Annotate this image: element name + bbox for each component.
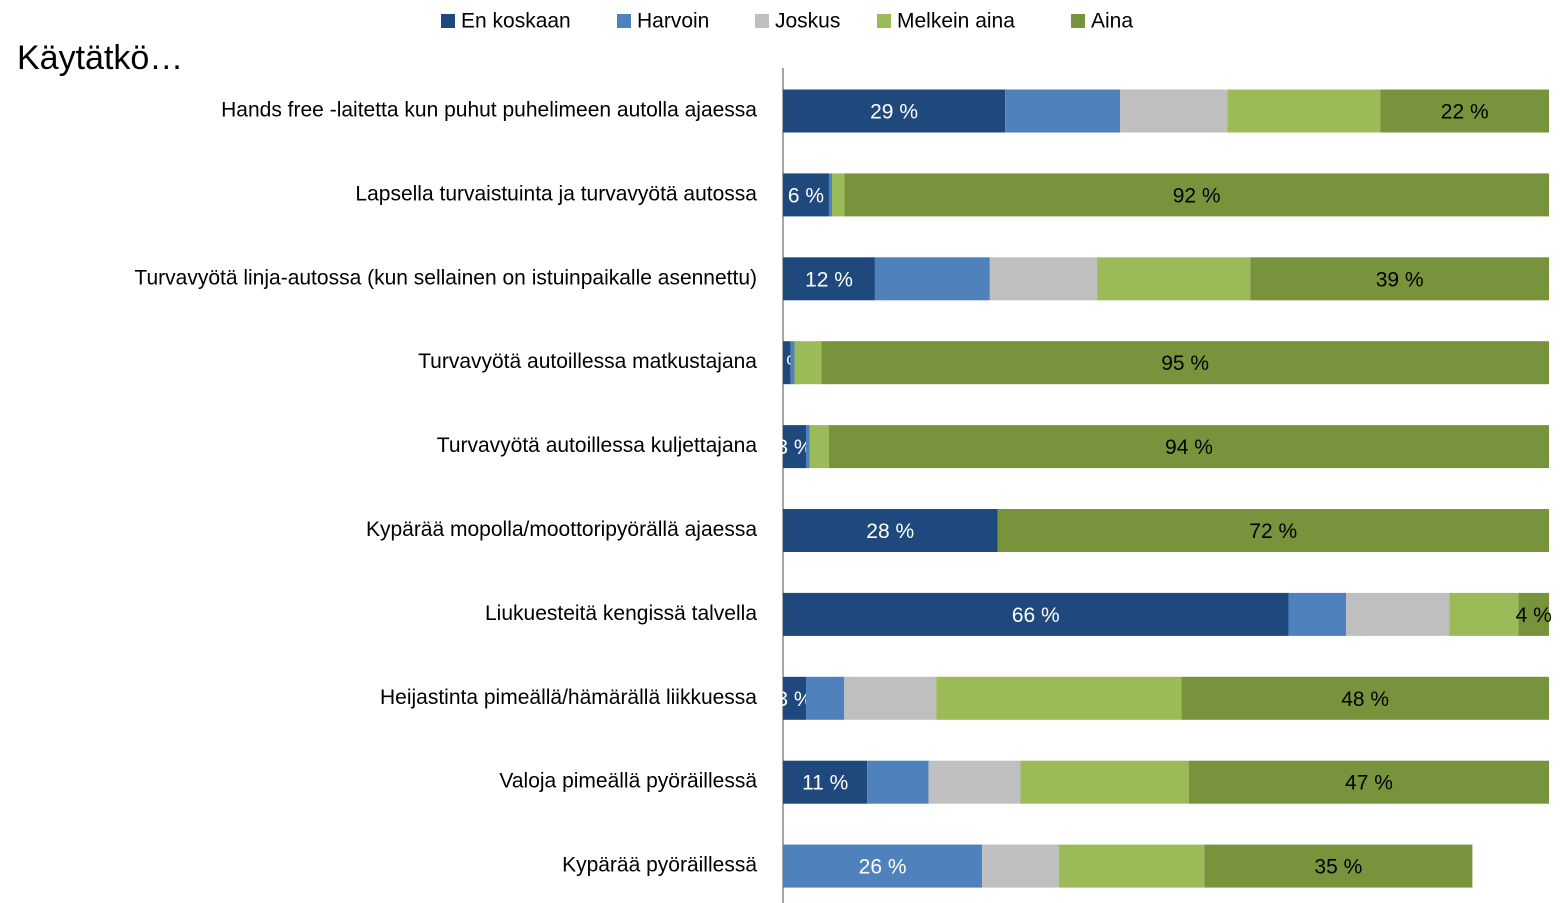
y-tick-label: Kypärää mopolla/moottoripyörällä ajaessa bbox=[366, 518, 757, 541]
bar-segment bbox=[989, 257, 1098, 301]
bar-segment bbox=[783, 592, 1289, 636]
bar-segment bbox=[783, 509, 998, 552]
legend-swatch bbox=[877, 14, 891, 28]
bar-segment bbox=[783, 425, 806, 469]
bar-segment bbox=[821, 341, 1549, 385]
bar-segment bbox=[1250, 257, 1549, 301]
legend-label: Harvoin bbox=[637, 10, 709, 33]
data-label: 35 % bbox=[1314, 856, 1362, 879]
bar-segment bbox=[1058, 844, 1205, 888]
data-label: 94 % bbox=[1165, 436, 1213, 459]
bar-segment bbox=[783, 173, 829, 217]
data-label: 28 % bbox=[866, 520, 914, 543]
bar-segment bbox=[783, 844, 983, 888]
bar-segment bbox=[1288, 592, 1347, 636]
bar-segment bbox=[867, 760, 929, 804]
bar-segment bbox=[928, 760, 1021, 804]
legend-swatch bbox=[617, 14, 631, 28]
chart-title: Käytätkö… bbox=[17, 39, 183, 77]
bar-segment bbox=[832, 173, 845, 217]
data-label: 29 % bbox=[870, 101, 918, 124]
legend-swatch bbox=[755, 14, 769, 28]
bar-segment bbox=[1449, 592, 1519, 636]
bar-segment bbox=[936, 676, 1182, 720]
data-label: 48 % bbox=[1341, 688, 1389, 711]
data-label: 66 % bbox=[1012, 604, 1060, 627]
bar-segment bbox=[1204, 844, 1473, 888]
bar-segment bbox=[783, 89, 1006, 133]
bar-segment bbox=[828, 425, 1549, 469]
bar-segment bbox=[1181, 676, 1549, 720]
legend-label: En koskaan bbox=[461, 10, 571, 33]
data-label: 6 % bbox=[788, 184, 824, 207]
y-tick-label: Turvavyötä linja-autossa (kun sellainen … bbox=[134, 266, 757, 289]
bar-segment bbox=[828, 173, 833, 217]
legend-label: Joskus bbox=[775, 10, 840, 33]
data-label: 3 % bbox=[776, 688, 812, 711]
y-tick-label: Liukuesteitä kengissä talvella bbox=[485, 602, 757, 625]
bar-segment bbox=[997, 509, 1549, 552]
bar-segment bbox=[1188, 760, 1549, 804]
data-label: 12 % bbox=[805, 268, 853, 291]
legend-swatch bbox=[441, 14, 455, 28]
bar-segment bbox=[783, 341, 791, 385]
bar-segment bbox=[982, 844, 1059, 888]
bar-segment bbox=[809, 425, 829, 469]
bar-segment bbox=[783, 760, 868, 804]
y-tick-label: Lapsella turvaistuinta ja turvavyötä aut… bbox=[355, 182, 757, 205]
bar-segment bbox=[874, 257, 990, 301]
bar-segment bbox=[1518, 592, 1549, 636]
data-label: 95 % bbox=[1161, 352, 1209, 375]
legend-label: Aina bbox=[1091, 10, 1133, 33]
bar-segment bbox=[783, 676, 806, 720]
bar-segment bbox=[1380, 89, 1549, 133]
bar-segment bbox=[1097, 257, 1251, 301]
bar-segment bbox=[790, 341, 795, 385]
data-label: 3 % bbox=[776, 436, 812, 459]
bar-segment bbox=[805, 425, 810, 469]
bar-segment bbox=[805, 676, 845, 720]
data-label: 39 % bbox=[1376, 268, 1424, 291]
y-tick-label: Valoja pimeällä pyöräillessä bbox=[499, 770, 757, 793]
data-label: 22 % bbox=[1441, 101, 1489, 124]
y-tick-label: Heijastinta pimeällä/hämärällä liikkuess… bbox=[380, 686, 757, 709]
bar-segment bbox=[1227, 89, 1381, 133]
bar-segment bbox=[844, 676, 937, 720]
data-label: 47 % bbox=[1345, 772, 1393, 795]
legend-label: Melkein aina bbox=[897, 10, 1015, 33]
bar-segment bbox=[1346, 592, 1450, 636]
bar-segment bbox=[783, 257, 875, 301]
bar-segment bbox=[1120, 89, 1228, 133]
y-tick-label: Turvavyötä autoillessa kuljettajana bbox=[437, 434, 758, 457]
data-label: 26 % bbox=[859, 856, 907, 879]
data-label: 92 % bbox=[1173, 184, 1221, 207]
bar-segment bbox=[1020, 760, 1189, 804]
data-label: 72 % bbox=[1249, 520, 1297, 543]
bar-segment bbox=[794, 341, 822, 385]
legend-swatch bbox=[1071, 14, 1085, 28]
y-tick-label: Hands free -laitetta kun puhut puhelimee… bbox=[221, 99, 757, 122]
data-label: 11 % bbox=[802, 772, 848, 795]
bar-segment bbox=[1005, 89, 1121, 133]
y-tick-label: Turvavyötä autoillessa matkustajana bbox=[418, 350, 757, 373]
bar-segment bbox=[844, 173, 1549, 217]
y-tick-label: Kypärää pyöräillessä bbox=[562, 854, 757, 877]
data-label: 4 % bbox=[1516, 604, 1552, 627]
